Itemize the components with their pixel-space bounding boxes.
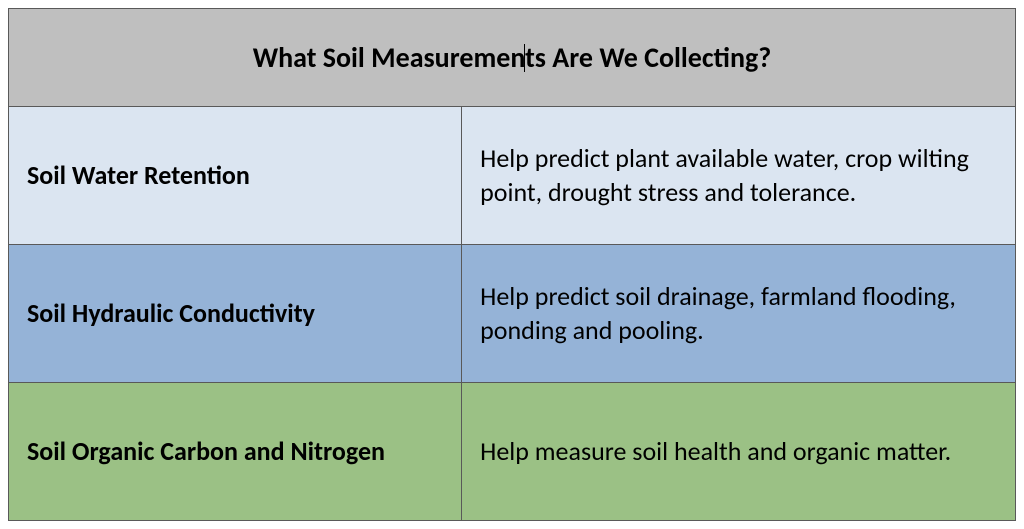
description-text: Help predict plant available water, crop… xyxy=(480,142,969,207)
table-row: Soil Organic Carbon and Nitrogen Help me… xyxy=(9,383,1016,521)
text-cursor xyxy=(524,44,525,72)
measurement-label: Soil Hydraulic Conductivity xyxy=(9,245,462,383)
label-text: Soil Organic Carbon and Nitrogen xyxy=(27,435,385,467)
soil-measurements-table: What Soil Measurements Are We Collecting… xyxy=(8,8,1016,521)
label-text: Soil Hydraulic Conductivity xyxy=(27,297,315,329)
table-row: Soil Hydraulic Conductivity Help predict… xyxy=(9,245,1016,383)
table-header: What Soil Measurements Are We Collecting… xyxy=(9,9,1016,107)
measurement-description: Help predict plant available water, crop… xyxy=(462,107,1016,245)
table-title: What Soil Measurements Are We Collecting… xyxy=(253,40,771,75)
table-row: Soil Water Retention Help predict plant … xyxy=(9,107,1016,245)
description-text: Help predict soil drainage, farmland flo… xyxy=(480,280,956,345)
measurement-description: Help predict soil drainage, farmland flo… xyxy=(462,245,1016,383)
measurement-label: Soil Water Retention xyxy=(9,107,462,245)
measurement-description: Help measure soil health and organic mat… xyxy=(462,383,1016,521)
measurement-label: Soil Organic Carbon and Nitrogen xyxy=(9,383,462,521)
label-text: Soil Water Retention xyxy=(27,159,250,191)
description-text: Help measure soil health and organic mat… xyxy=(480,435,951,467)
